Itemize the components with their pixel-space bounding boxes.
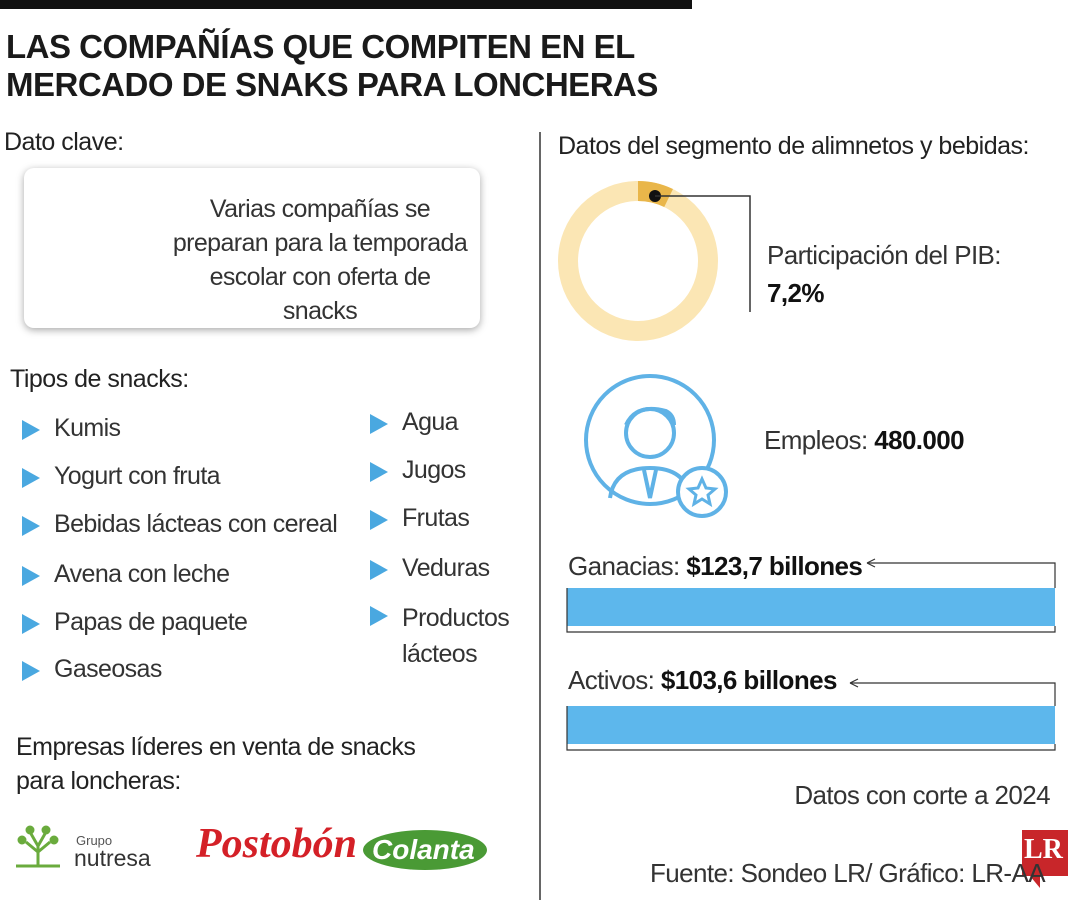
snack-item: Jugos	[402, 456, 466, 484]
logo-text: Grupo	[76, 833, 113, 848]
label: Activos:	[568, 665, 655, 695]
arrow-head	[849, 678, 859, 688]
snack-item: Papas de paquete	[54, 608, 248, 636]
top-bar	[0, 0, 692, 9]
key-heading: Dato clave:	[4, 128, 124, 156]
snack-item: Bebidas lácteas con cereal	[54, 510, 338, 538]
logo-text: Postobón	[196, 821, 358, 867]
bar-outline	[566, 706, 1056, 751]
label: Ganacias:	[568, 551, 680, 581]
logo-text: nutresa	[74, 845, 151, 871]
brand-tail	[1030, 876, 1040, 888]
donut-ring	[558, 181, 718, 341]
earnings-bar	[567, 588, 1055, 626]
pib-value: 7,2%	[767, 278, 824, 308]
bullet	[370, 560, 388, 580]
bullet	[370, 606, 388, 626]
value: $123,7 billones	[686, 551, 863, 581]
snack-item: Kumis	[54, 414, 121, 442]
bullet	[22, 566, 40, 586]
key-box	[24, 168, 480, 328]
bullet	[370, 414, 388, 434]
bullet	[22, 516, 40, 536]
bullet	[22, 614, 40, 634]
assets-bar	[567, 706, 1055, 744]
arrow-head	[866, 558, 876, 568]
earnings: Ganacias: $123,7 billones	[568, 551, 863, 582]
snack-item: Gaseosas	[54, 655, 162, 683]
pointer-line	[655, 195, 751, 312]
brand-box	[1022, 830, 1068, 876]
employee-icon	[584, 374, 728, 518]
arrow-line	[850, 682, 1056, 706]
bullet	[22, 468, 40, 488]
key-text: Varias compañías se preparan para la tem…	[172, 195, 468, 325]
title-line: MERCADO DE SNAKS PARA LONCHERAS	[6, 66, 658, 103]
bullet	[22, 420, 40, 440]
segment-heading: Datos del segmento de alimnetos y bebida…	[558, 132, 1029, 160]
source: Fuente: Sondeo LR/ Gráfico: LR-AA	[650, 858, 1046, 888]
snack-item: Avena con leche	[54, 560, 230, 588]
arrow-line	[867, 562, 1056, 588]
snacks-heading: Tipos de snacks:	[10, 365, 189, 393]
pib-label: Participación del PIB:	[767, 240, 1002, 270]
employment: Empleos: 480.000	[764, 425, 965, 456]
note: Datos con corte a 2024	[794, 780, 1050, 810]
brand: LR	[1024, 834, 1063, 865]
companies-heading: Empresas líderes en venta de snacks para…	[16, 733, 416, 795]
value: $103,6 billones	[660, 665, 838, 695]
label: Empleos:	[764, 425, 868, 455]
colanta-badge	[363, 830, 487, 870]
bar-outline	[566, 588, 1056, 633]
nutresa-icon	[16, 825, 60, 868]
snack-item: Productos lácteos	[402, 604, 510, 668]
snack-item: Veduras	[402, 554, 490, 582]
snack-item: Yogurt con fruta	[54, 462, 221, 490]
value: 480.000	[874, 425, 965, 455]
bullet	[22, 661, 40, 681]
assets: Activos: $103,6 billones	[568, 665, 837, 696]
title-line: LAS COMPAÑÍAS QUE COMPITEN EN EL	[6, 28, 635, 65]
bullet	[370, 462, 388, 482]
logo-text: Colanta	[372, 834, 475, 865]
snack-item: Agua	[402, 408, 459, 436]
bullet	[370, 510, 388, 530]
snack-item: Frutas	[402, 504, 470, 532]
